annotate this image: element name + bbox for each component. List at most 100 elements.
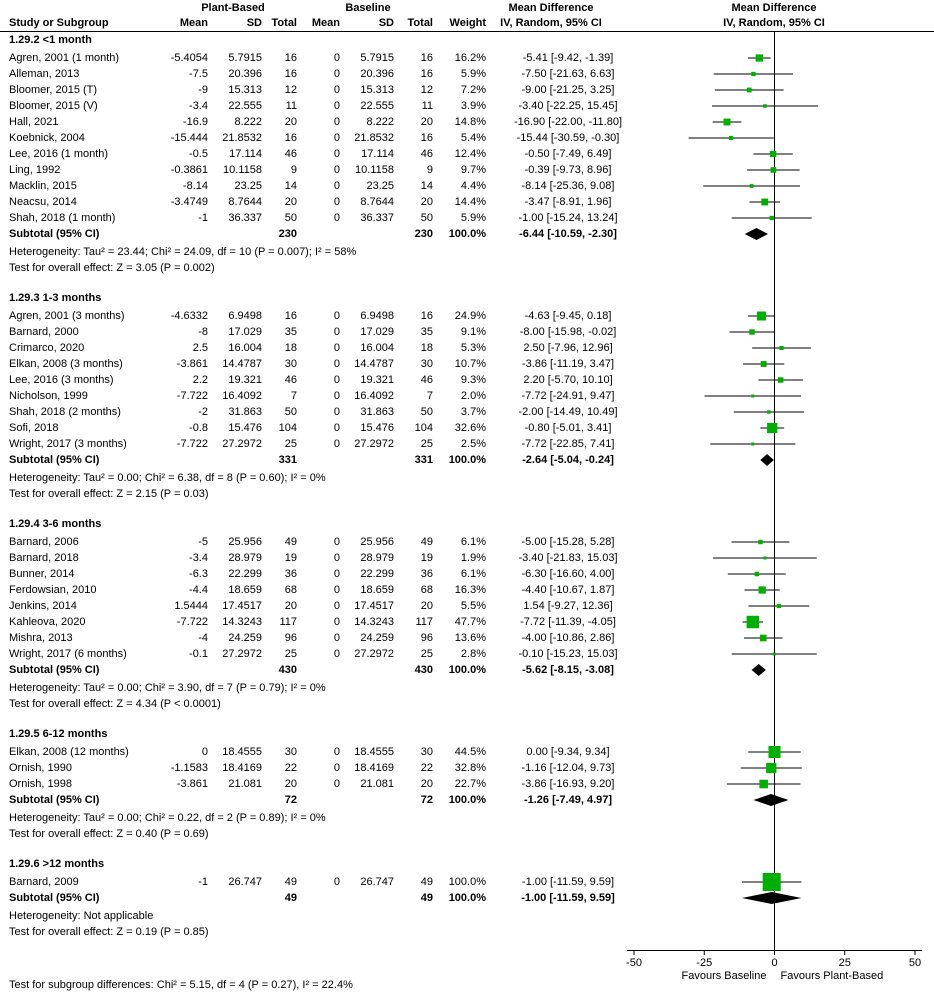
pb-cell: -0.5	[189, 148, 208, 160]
study-name: Barnard, 2009	[9, 876, 79, 888]
subtotal-total: 430	[415, 664, 433, 676]
pb-cell: -3.4	[189, 100, 208, 112]
study-name: Bloomer, 2015 (T)	[9, 84, 97, 96]
bl-cell: 0	[334, 600, 340, 612]
pb-cell: -16.9	[183, 116, 208, 128]
pb-cell: 18.4169	[222, 762, 262, 774]
x-tick-label: -50	[626, 957, 642, 969]
study-name: Agren, 2001 (3 months)	[9, 310, 125, 322]
header: Baseline	[345, 2, 390, 14]
study-name: Wright, 2017 (3 months)	[9, 438, 127, 450]
pb-cell: 6.9498	[228, 310, 262, 322]
header: Mean Difference	[732, 2, 817, 14]
pb-cell: 25	[285, 648, 297, 660]
study-name: Bunner, 2014	[9, 568, 74, 580]
pb-cell: 26.747	[228, 876, 262, 888]
bl-cell: 16	[421, 310, 433, 322]
bl-cell: 0	[334, 422, 340, 434]
bl-cell: 68	[421, 584, 433, 596]
pb-cell: -7.5	[189, 68, 208, 80]
effect-square	[766, 762, 777, 774]
bl-cell: 96	[421, 632, 433, 644]
pb-cell: 12	[285, 84, 297, 96]
effect-square	[777, 377, 784, 383]
bl-cell: 20	[421, 196, 433, 208]
pb-cell: 18.659	[228, 584, 262, 596]
pb-cell: 21.081	[228, 778, 262, 790]
bl-cell: 22	[421, 762, 433, 774]
bl-cell: 17.4517	[354, 600, 394, 612]
pb-cell: 11	[286, 100, 297, 112]
bl-cell: 0	[334, 100, 340, 112]
md-text: 0.00 [-9.34, 9.34]	[526, 746, 609, 758]
group-title: 1.29.3 1-3 months	[9, 292, 101, 304]
weight: 9.7%	[461, 164, 486, 176]
pb-cell: -3.4749	[171, 196, 208, 208]
subtotal-total: 230	[415, 228, 433, 240]
pb-cell: 20	[285, 778, 297, 790]
subtotal-total: 49	[285, 892, 297, 904]
pb-cell: 16	[285, 310, 297, 322]
effect-square	[769, 150, 777, 158]
effect-square	[772, 652, 776, 656]
pb-cell: 8.222	[234, 116, 262, 128]
header: Weight	[450, 17, 487, 29]
x-tick-label: 0	[771, 957, 777, 969]
bl-cell: 0	[334, 778, 340, 790]
bl-cell: 22.555	[360, 100, 394, 112]
pb-cell: -15.444	[171, 132, 208, 144]
pb-cell: 19.321	[228, 374, 262, 386]
effect-square	[751, 71, 756, 77]
bl-cell: 24.259	[360, 632, 394, 644]
bl-cell: 0	[334, 132, 340, 144]
md-text: -3.40 [-21.83, 15.03]	[518, 552, 617, 564]
bl-cell: 0	[334, 374, 340, 386]
study-name: Nicholson, 1999	[9, 390, 88, 402]
study-name: Alleman, 2013	[9, 68, 79, 80]
bl-cell: 0	[334, 212, 340, 224]
pb-cell: 46	[285, 148, 297, 160]
pb-cell: 16	[285, 52, 297, 64]
bl-cell: 104	[415, 422, 433, 434]
study-name: Elkan, 2008 (3 months)	[9, 358, 123, 370]
pb-cell: -1	[198, 876, 208, 888]
md-text: -7.72 [-22.85, 7.41]	[522, 438, 615, 450]
pb-cell: 96	[285, 632, 297, 644]
bl-cell: 46	[421, 148, 433, 160]
subtotal-label: Subtotal (95% CI)	[9, 228, 100, 240]
bl-cell: 22.299	[360, 568, 394, 580]
favours-right: Favours Plant-Based	[781, 970, 884, 982]
pb-cell: -4.4	[189, 584, 208, 596]
subtotal-label: Subtotal (95% CI)	[9, 892, 100, 904]
subtotal-total: 72	[285, 794, 297, 806]
bl-cell: 0	[334, 584, 340, 596]
study-name: Barnard, 2006	[9, 536, 79, 548]
bl-cell: 14.3243	[354, 616, 394, 628]
bl-cell: 20.396	[360, 68, 394, 80]
pb-cell: 35	[285, 326, 297, 338]
weight: 32.8%	[455, 762, 486, 774]
header: Total	[272, 17, 297, 29]
pb-cell: 30	[285, 746, 297, 758]
bl-cell: 27.2972	[354, 438, 394, 450]
pb-cell: 0	[202, 746, 208, 758]
bl-cell: 20	[421, 600, 433, 612]
bl-cell: 0	[334, 536, 340, 548]
pb-cell: 24.259	[228, 632, 262, 644]
bl-cell: 18.4169	[354, 762, 394, 774]
md-text: 1.54 [-9.27, 12.36]	[523, 600, 612, 612]
pb-cell: -6.3	[189, 568, 208, 580]
bl-cell: 19.321	[360, 374, 394, 386]
pb-cell: 25.956	[228, 536, 262, 548]
pb-cell: 7	[291, 390, 297, 402]
bl-cell: 25	[421, 648, 433, 660]
effect-square	[758, 539, 763, 545]
header: Study or Subgroup	[9, 17, 109, 29]
bl-cell: 15.476	[360, 422, 394, 434]
bl-cell: 5.7915	[360, 52, 394, 64]
study-name: Barnard, 2018	[9, 552, 79, 564]
subtotal-md: -2.64 [-5.04, -0.24]	[522, 454, 614, 466]
bl-cell: 28.979	[360, 552, 394, 564]
x-tick-label: 50	[909, 957, 921, 969]
bl-cell: 18	[421, 342, 433, 354]
